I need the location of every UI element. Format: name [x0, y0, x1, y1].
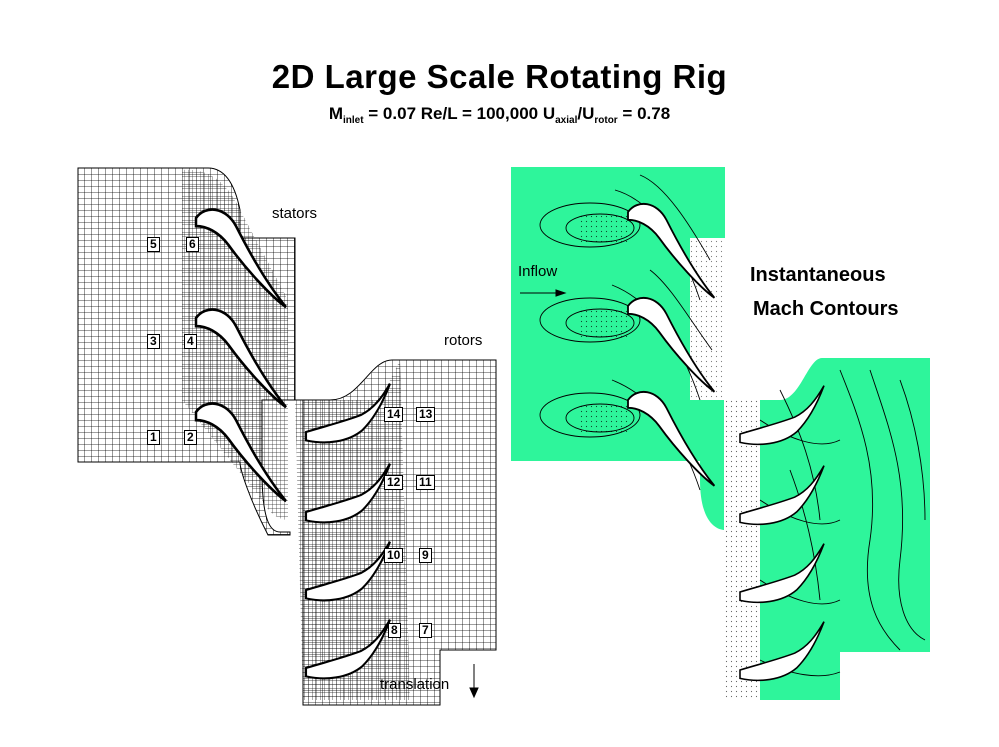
rotors-label: rotors — [444, 332, 483, 349]
block-number-label: 7 — [419, 623, 432, 638]
block-number-label: 8 — [388, 623, 401, 638]
block-number-label: 11 — [416, 475, 435, 490]
translation-arrow — [469, 664, 479, 699]
rotor-mesh — [295, 359, 497, 706]
block-number-label: 14 — [384, 407, 404, 422]
block-number-label: 12 — [384, 475, 404, 490]
mach-contour-stator — [511, 167, 725, 530]
inflow-label: Inflow — [518, 263, 558, 280]
flow-conditions: Minlet = 0.07 Re/L = 100,000 Uaxial/Urot… — [328, 104, 671, 126]
block-number-label: 5 — [147, 237, 160, 252]
mach-contour-rotor — [724, 358, 930, 700]
block-number-label: 6 — [186, 237, 199, 252]
block-number-label: 10 — [384, 548, 404, 563]
stator-mesh — [77, 167, 296, 536]
inflow-arrow — [520, 289, 567, 297]
block-number-label: 9 — [419, 548, 432, 563]
translation-label: translation — [380, 676, 450, 693]
block-number-label: 13 — [416, 407, 436, 422]
stators-label: stators — [272, 205, 318, 222]
page-title: 2D Large Scale Rotating Rig — [271, 58, 728, 95]
block-number-label: 4 — [184, 334, 197, 349]
block-number-label: 1 — [147, 430, 160, 445]
block-number-label: 2 — [184, 430, 197, 445]
mach-contours-title-line1: Instantaneous — [750, 264, 886, 286]
mach-contours-title-line2: Mach Contours — [753, 298, 899, 320]
block-number-label: 3 — [147, 334, 160, 349]
